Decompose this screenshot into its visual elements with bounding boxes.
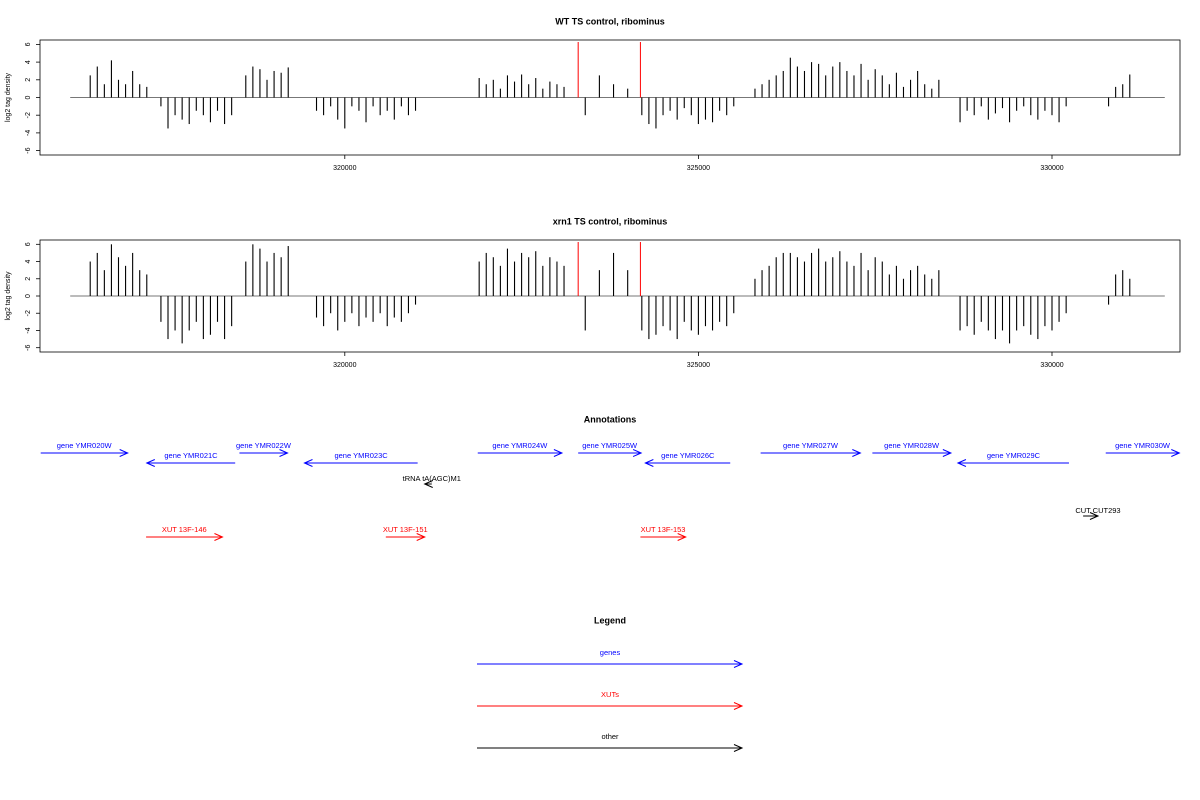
y-tick-label: -2: [25, 112, 32, 118]
legend-arrow: [477, 702, 744, 710]
y-tick-label: -2: [25, 310, 32, 316]
y-tick-label: 2: [25, 277, 32, 281]
y-axis-label: log2 tag density: [5, 271, 12, 321]
legend-label: genes: [600, 648, 621, 657]
feature-label: CUT CUT293: [1075, 506, 1120, 515]
y-tick-label: -4: [25, 130, 32, 136]
y-tick-label: 4: [25, 259, 32, 263]
arrow-head: [956, 459, 967, 467]
x-tick-label: 330000: [1040, 165, 1063, 172]
y-tick-label: 2: [25, 78, 32, 82]
feature-label: gene YMR027W: [783, 441, 839, 450]
feature-arrow: [146, 533, 224, 541]
arrow-head: [145, 459, 155, 467]
arrow-head: [553, 449, 564, 457]
legend-title: Legend: [594, 615, 626, 625]
feature-arrow: [760, 449, 862, 457]
x-tick-label: 325000: [687, 362, 710, 369]
feature-label: gene YMR021C: [164, 451, 218, 460]
x-tick-label: 325000: [687, 165, 710, 172]
y-tick-label: 0: [25, 95, 32, 99]
feature-arrow: [145, 459, 236, 467]
feature-label: tRNA tA(AGC)M1: [403, 474, 461, 483]
feature-arrow: [40, 449, 129, 457]
feature-label: gene YMR029C: [987, 451, 1041, 460]
arrow-head: [1089, 512, 1100, 520]
arrow-head: [1171, 449, 1181, 457]
arrow-head: [119, 449, 129, 457]
x-tick-label: 320000: [333, 165, 356, 172]
y-tick-label: -6: [25, 147, 32, 153]
feature-label: gene YMR024W: [492, 441, 548, 450]
arrow-head: [733, 660, 744, 668]
feature-arrow: [578, 449, 643, 457]
legend-label: other: [601, 732, 619, 741]
y-tick-label: -4: [25, 327, 32, 333]
feature-arrow: [385, 533, 426, 541]
feature-arrow: [239, 449, 289, 457]
y-tick-label: -6: [25, 344, 32, 350]
chart-title: xrn1 TS control, ribominus: [553, 216, 668, 226]
feature-label: gene YMR028W: [884, 441, 940, 450]
feature-arrow: [872, 449, 953, 457]
feature-label: gene YMR023C: [334, 451, 388, 460]
feature-label: XUT 13F-153: [641, 525, 686, 534]
arrow-head: [852, 449, 862, 457]
feature-arrow: [303, 459, 418, 467]
feature-label: gene YMR022W: [236, 441, 292, 450]
legend-arrow: [477, 660, 744, 668]
feature-label: gene YMR025W: [582, 441, 638, 450]
arrow-head: [279, 449, 289, 457]
arrow-head: [416, 533, 426, 541]
feature-arrow: [1083, 512, 1100, 520]
arrow-head: [303, 459, 313, 467]
feature-arrow: [644, 459, 731, 467]
y-tick-label: 4: [25, 60, 32, 64]
y-axis-label: log2 tag density: [5, 72, 12, 122]
feature-arrow: [1105, 449, 1181, 457]
feature-label: XUT 13F-146: [162, 525, 207, 534]
annotations-title: Annotations: [584, 414, 637, 424]
feature-label: gene YMR026C: [661, 451, 715, 460]
feature-arrow: [956, 459, 1069, 467]
feature-label: XUT 13F-151: [383, 525, 428, 534]
y-tick-label: 0: [25, 294, 32, 298]
arrow-head: [644, 459, 654, 467]
legend-arrow: [477, 744, 744, 752]
arrow-head: [733, 702, 744, 710]
legend-label: XUTs: [601, 690, 619, 699]
chart-title: WT TS control, ribominus: [555, 16, 665, 26]
feature-arrow: [477, 449, 564, 457]
feature-arrow: [423, 480, 433, 488]
arrow-head: [214, 533, 224, 541]
feature-arrow: [640, 533, 687, 541]
y-tick-label: 6: [25, 242, 32, 246]
arrow-head: [733, 744, 744, 752]
arrow-head: [942, 449, 953, 457]
x-tick-label: 320000: [333, 362, 356, 369]
y-tick-label: 6: [25, 42, 32, 46]
arrow-head: [677, 533, 687, 541]
arrow-head: [423, 480, 433, 488]
arrow-head: [632, 449, 643, 457]
feature-label: gene YMR020W: [57, 441, 113, 450]
x-tick-label: 330000: [1040, 362, 1063, 369]
feature-label: gene YMR030W: [1115, 441, 1171, 450]
